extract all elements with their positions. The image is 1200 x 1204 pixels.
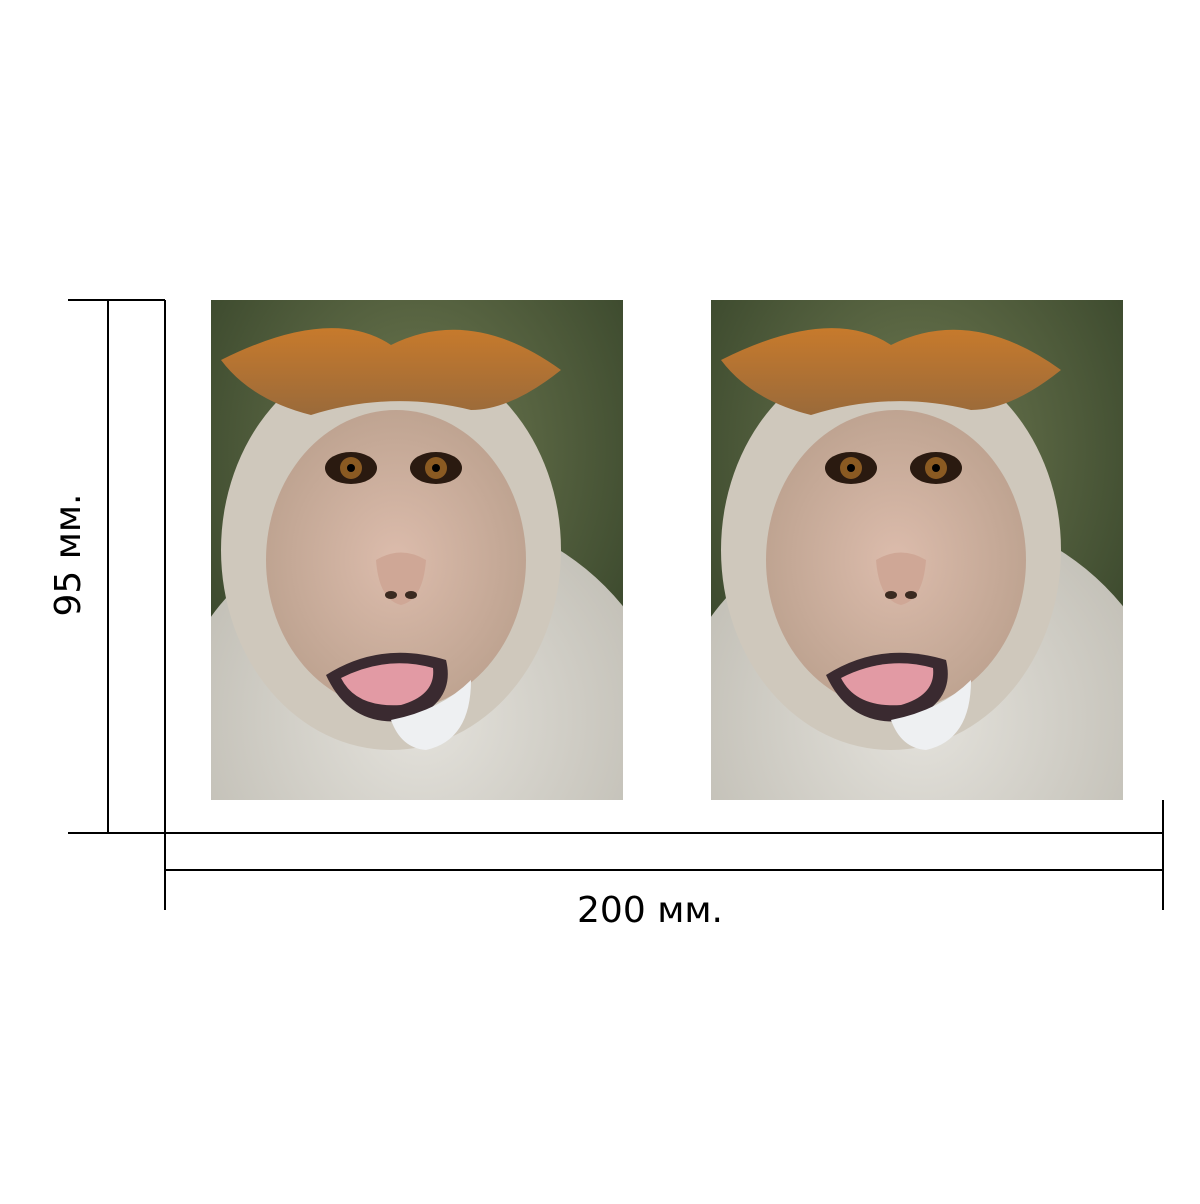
height-label: 95 мм. (48, 493, 89, 616)
width-dimension: 200 мм. (164, 800, 1164, 931)
height-dimension: 95 мм. (48, 299, 166, 834)
product-photo (661, 300, 1181, 1030)
width-label: 200 мм. (577, 890, 723, 931)
